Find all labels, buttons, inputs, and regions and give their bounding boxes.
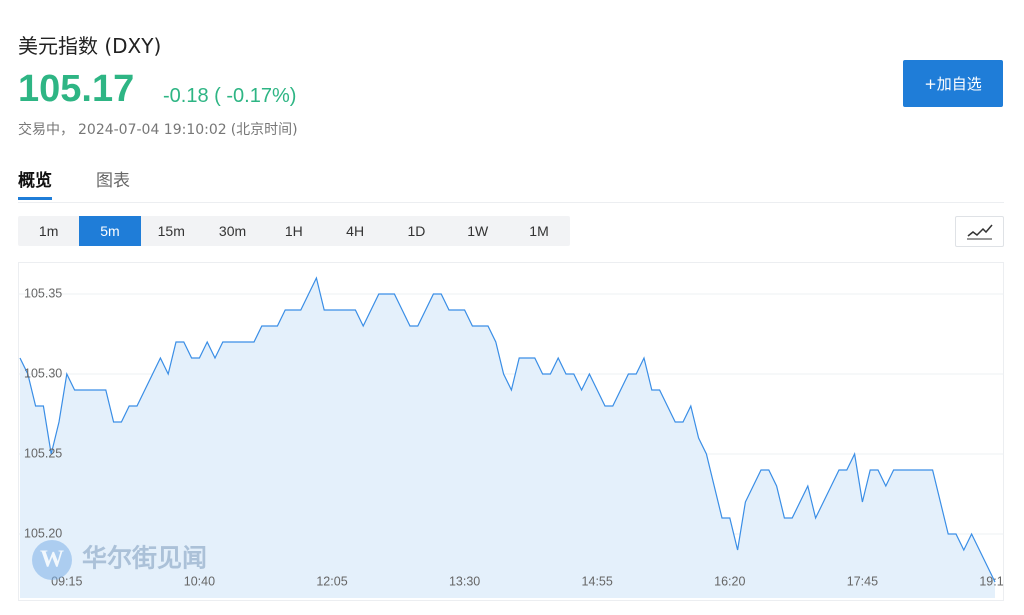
status-line: 交易中， 2024-07-04 19:10:02 (北京时间): [18, 119, 302, 139]
y-tick-label: 105.35: [24, 286, 62, 300]
y-tick-label: 105.25: [24, 446, 62, 460]
x-tick-label: 10:40: [184, 574, 215, 588]
area-fill: [20, 278, 995, 598]
y-tick-label: 105.30: [24, 366, 62, 380]
timestamp: 2024-07-04 19:10:02: [78, 122, 227, 138]
watermark-logo-letter: W: [40, 547, 64, 573]
y-tick-label: 105.20: [24, 526, 62, 540]
interval-button[interactable]: 4H: [346, 223, 365, 239]
interval-button[interactable]: 5m: [79, 216, 141, 246]
watermark: W 华尔街见闻: [32, 540, 207, 580]
price-change: -0.18 ( -0.17%): [163, 85, 297, 107]
interval-button[interactable]: 1m: [38, 223, 59, 239]
x-tick-label: 19:10: [979, 574, 1010, 588]
watermark-logo: [32, 540, 72, 580]
interval-button[interactable]: 1H: [284, 223, 303, 239]
interval-button[interactable]: 1M: [529, 223, 549, 239]
add-watchlist-button[interactable]: +加自选: [903, 60, 1003, 107]
tab[interactable]: 概览: [18, 166, 52, 200]
status: 交易中，: [18, 122, 74, 138]
interval-button[interactable]: 1D: [407, 223, 426, 239]
title: 美元指数 (DXY): [18, 34, 162, 58]
x-tick-label: 14:55: [582, 574, 613, 588]
tab[interactable]: 图表: [96, 171, 130, 191]
price-line: [19, 276, 996, 583]
x-tick-label: 12:05: [316, 574, 347, 588]
tabs: 概览 图表: [18, 166, 130, 202]
interval-button[interactable]: 1W: [467, 223, 489, 239]
timezone: (北京时间): [230, 122, 298, 138]
watermark-text: 华尔街见闻: [82, 544, 207, 573]
interval-button[interactable]: 30m: [218, 223, 247, 239]
x-tick-label: 13:30: [449, 574, 480, 588]
x-tick-label: 16:20: [714, 574, 745, 588]
separator: [18, 202, 1004, 203]
interval-button[interactable]: 15m: [157, 223, 185, 239]
chart-type-button[interactable]: [955, 216, 1004, 247]
interval-bar: 1m 5m 15m 30m 1H 4H 1D 1W 1M: [18, 216, 570, 246]
price: 105.17: [18, 68, 135, 110]
x-tick-label: 17:45: [847, 574, 878, 588]
chart-type-icon: [967, 224, 993, 240]
